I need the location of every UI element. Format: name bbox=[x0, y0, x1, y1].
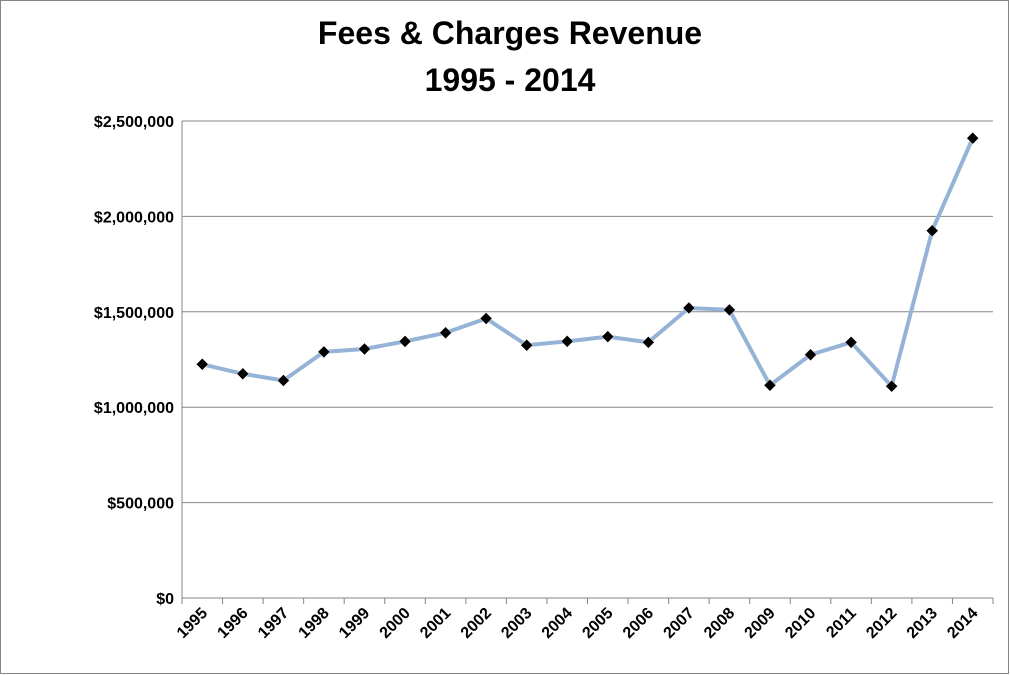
data-marker bbox=[439, 326, 452, 340]
data-marker bbox=[804, 348, 817, 362]
data-marker bbox=[723, 303, 736, 317]
data-marker bbox=[641, 335, 655, 349]
chart-subtitle: 1995 - 2014 bbox=[425, 62, 596, 98]
data-marker bbox=[601, 330, 615, 343]
data-marker bbox=[966, 131, 980, 145]
data-marker bbox=[560, 335, 574, 348]
y-tick-label: $0 bbox=[156, 591, 174, 608]
data-marker bbox=[479, 312, 493, 325]
data-marker bbox=[682, 301, 696, 315]
data-marker bbox=[236, 367, 250, 381]
data-marker bbox=[195, 357, 209, 371]
chart-title: Fees & Charges Revenue bbox=[318, 15, 702, 51]
data-marker bbox=[277, 374, 290, 387]
data-marker bbox=[520, 338, 534, 352]
y-tick-label: $1,000,000 bbox=[94, 400, 174, 417]
data-marker bbox=[885, 379, 898, 393]
data-marker bbox=[358, 342, 371, 356]
data-marker bbox=[844, 335, 858, 349]
data-marker bbox=[763, 378, 777, 392]
data-line bbox=[201, 137, 975, 389]
y-tick-label: $2,000,000 bbox=[94, 209, 174, 226]
y-tick-label: $500,000 bbox=[107, 496, 174, 513]
y-tick-label: $2,500,000 bbox=[94, 114, 174, 131]
y-tick-label: $1,500,000 bbox=[94, 305, 174, 322]
data-marker bbox=[398, 335, 412, 348]
data-marker bbox=[925, 224, 939, 238]
data-marker bbox=[317, 345, 331, 359]
